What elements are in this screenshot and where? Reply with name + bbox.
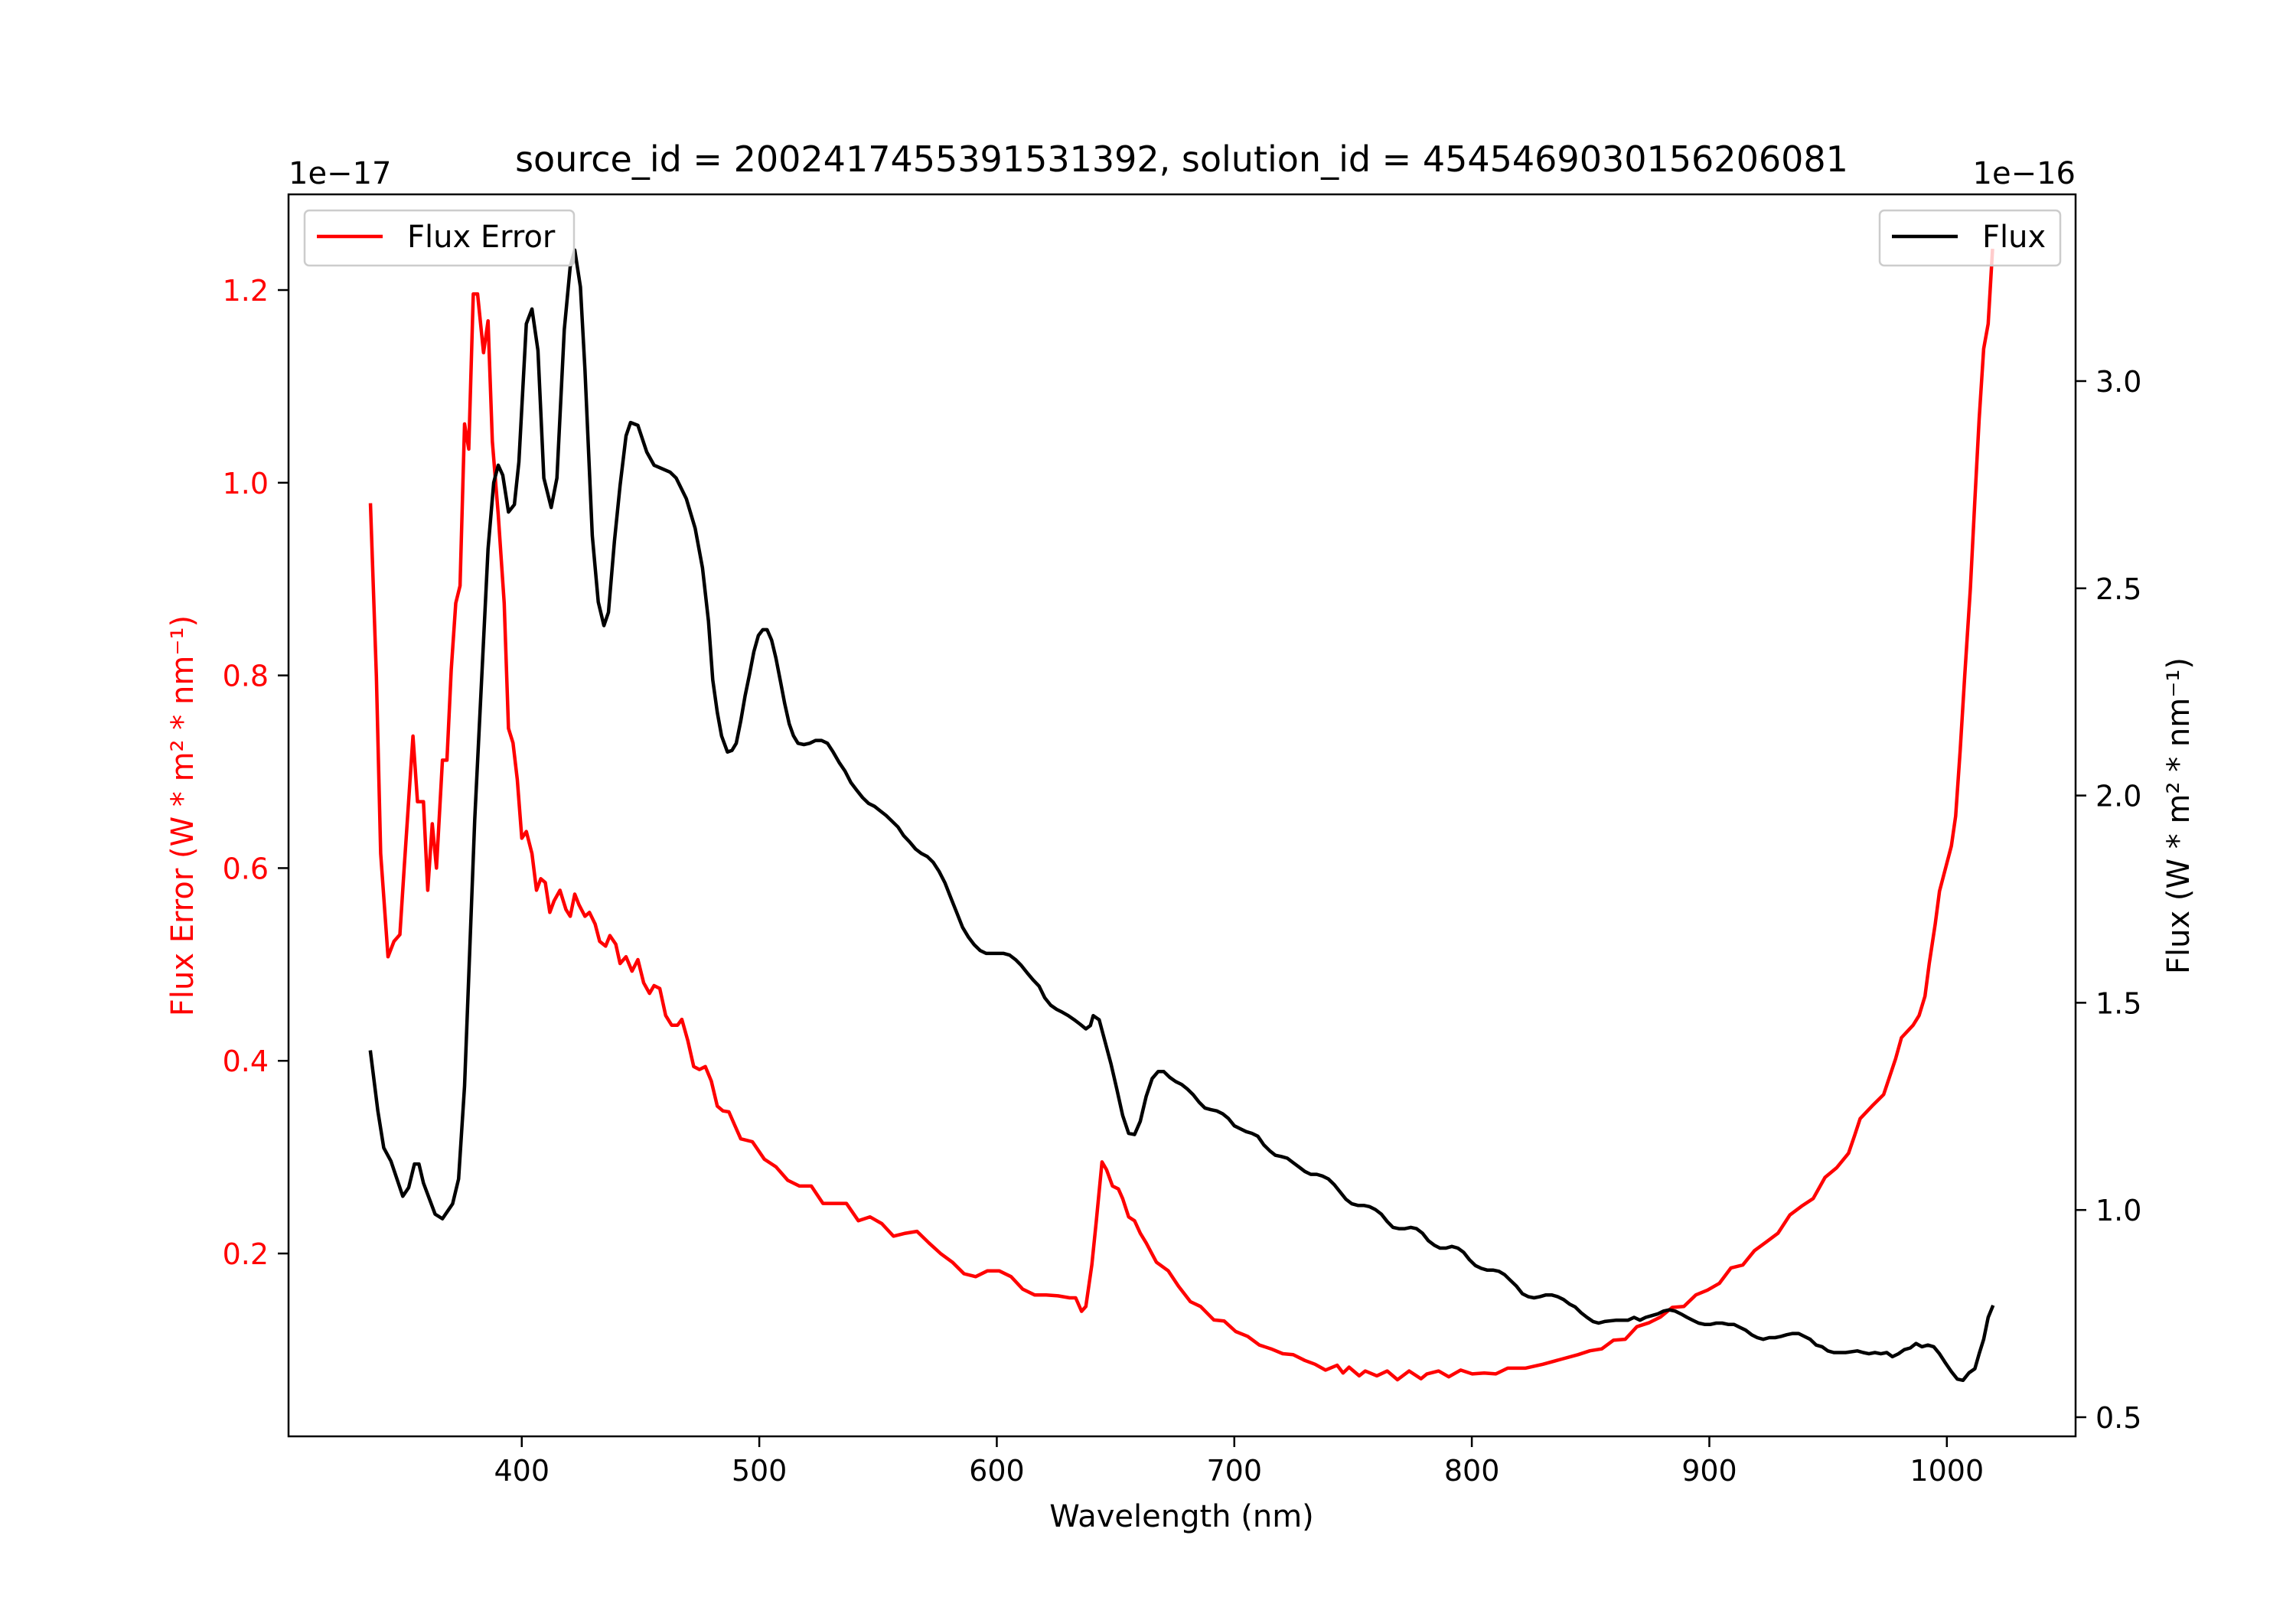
left-y-tick-label: 0.6	[223, 852, 269, 885]
right-y-tick-label: 3.0	[2095, 365, 2141, 399]
legend-frame	[303, 209, 576, 267]
right-y-tick-label: 0.5	[2095, 1401, 2141, 1435]
right-y-tick-label: 2.0	[2095, 780, 2141, 813]
x-tick-label: 700	[1207, 1454, 1263, 1488]
x-tick-label: 1000	[1910, 1454, 1984, 1488]
right-y-tick-label: 1.5	[2095, 986, 2141, 1020]
right-y-axis-label: Flux (W * m² * nm⁻¹)	[2161, 657, 2197, 974]
x-tick-label: 800	[1444, 1454, 1500, 1488]
right-y-tick-label: 2.5	[2095, 572, 2141, 606]
axis-ticks: 400 500 600 700 800 900 1000 0.2 0.4 0.6 0.8 1.0 1.2…	[223, 274, 2142, 1488]
left-y-tick-label: 0.4	[223, 1045, 269, 1078]
left-y-tick-label: 1.2	[223, 274, 269, 308]
left-y-axis-label: Flux Error (W * m² * nm⁻¹)	[165, 615, 201, 1016]
left-y-tick-label: 0.2	[223, 1237, 269, 1271]
legend-flux: Flux	[1878, 209, 2062, 267]
x-tick-label: 400	[494, 1454, 550, 1488]
right-offset-text: 1e−16	[1973, 156, 2076, 191]
series-line-flux-error	[368, 249, 1994, 1382]
legend-frame	[1878, 209, 2062, 267]
x-tick-label: 900	[1681, 1454, 1737, 1488]
left-y-tick-label: 0.8	[223, 660, 269, 693]
legend-label-flux-error: Flux Error	[407, 220, 556, 255]
x-tick-label: 500	[732, 1454, 788, 1488]
chart-title: source_id = 2002417455391531392, solutio…	[515, 139, 1848, 180]
legend-flux-error: Flux Error	[303, 209, 576, 267]
right-y-tick-label: 1.0	[2095, 1194, 2141, 1227]
left-y-tick-label: 1.0	[223, 467, 269, 500]
plot-lines	[368, 248, 1995, 1383]
series-line-flux	[368, 248, 1995, 1383]
axes-frame	[287, 193, 2077, 1438]
x-tick-label: 600	[969, 1454, 1025, 1488]
x-axis-label: Wavelength (nm)	[1049, 1499, 1314, 1534]
left-offset-text: 1e−17	[289, 156, 391, 191]
legend-label-flux: Flux	[1982, 220, 2046, 255]
